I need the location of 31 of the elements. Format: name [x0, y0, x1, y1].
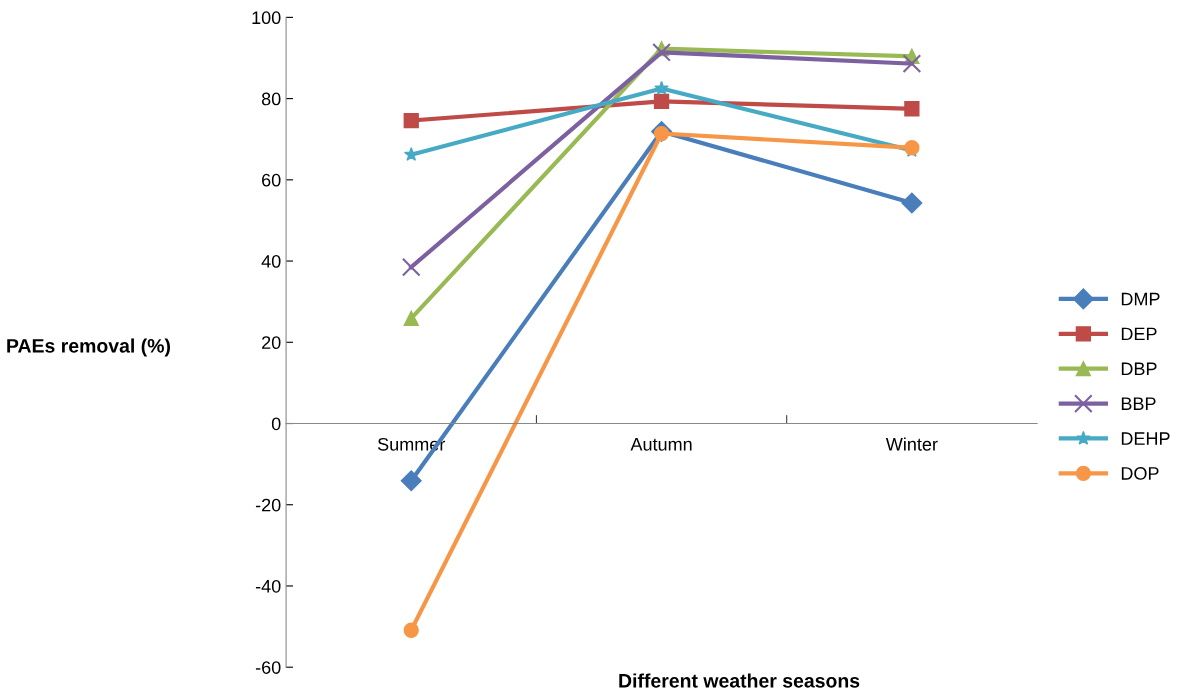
point: [401, 257, 421, 277]
legend-label: DMP: [1121, 292, 1160, 306]
legend-label: DEP: [1121, 327, 1157, 341]
point: [652, 42, 671, 62]
point: [654, 80, 669, 95]
legend-label: DOP: [1121, 467, 1159, 480]
point: [403, 112, 419, 129]
x-axis-title: Different weather seasons: [619, 673, 860, 688]
legend-label: BBP: [1121, 397, 1156, 410]
point: [904, 101, 920, 117]
legend-label: DEHP: [1121, 432, 1170, 445]
y-tick-label: 60: [262, 173, 281, 187]
y-tick-label: 80: [261, 92, 281, 106]
point: [403, 147, 419, 161]
y-tick-label: 20: [262, 336, 281, 350]
legend-label: DBP: [1121, 362, 1157, 375]
y-tick-label: 0: [271, 417, 281, 431]
point: [901, 192, 923, 214]
point: [403, 622, 419, 638]
y-tick-label: 40: [261, 254, 281, 268]
y-tick-label: -60: [255, 661, 281, 674]
point: [400, 470, 422, 492]
y-tick-label: -20: [255, 498, 281, 512]
y-tick-label: -40: [255, 579, 281, 593]
y-tick-label: 100: [252, 11, 281, 25]
x-tick-label: Winter: [885, 437, 938, 451]
point: [902, 54, 922, 74]
y-axis-title: PAEs removal (%): [7, 338, 170, 357]
point: [653, 93, 670, 110]
point: [403, 310, 419, 326]
x-tick-label: Autumn: [630, 438, 692, 451]
